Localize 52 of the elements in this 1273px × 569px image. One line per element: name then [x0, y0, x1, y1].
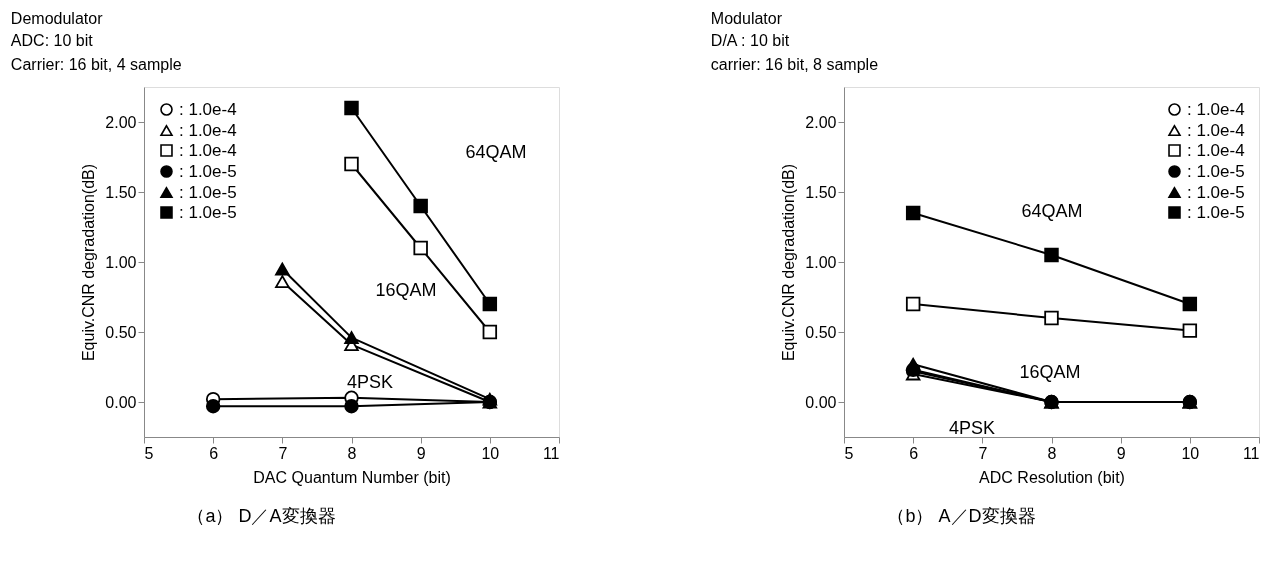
annotation: 4PSK [948, 418, 996, 438]
legend-label: : 1.0e-4 [1187, 140, 1245, 160]
x-tick-label: 9 [416, 444, 426, 462]
y-tick-label: 0.50 [805, 323, 837, 341]
x-tick-label: 11 [1242, 444, 1260, 462]
y-axis-title: Equiv.CNR degradation(dB) [80, 163, 98, 362]
y-tick-label: 2.00 [805, 113, 837, 131]
x-tick-label: 7 [978, 444, 988, 462]
legend-label: : 1.0e-4 [179, 120, 237, 140]
legend-label: : 1.0e-5 [179, 161, 237, 181]
x-tick-label: 8 [1047, 444, 1057, 462]
annotation: 4PSK [346, 372, 394, 392]
x-tick-label: 5 [144, 444, 154, 462]
legend-label: : 1.0e-5 [179, 202, 237, 222]
y-tick-label: 1.50 [805, 183, 837, 201]
chart-subtitle: D/A : 10 bit carrier: 16 bit, 8 sample [710, 32, 879, 73]
x-tick-label: 11 [542, 444, 560, 462]
legend-label: : 1.0e-4 [1187, 120, 1245, 140]
x-axis-title: ADC Resolution (bit) [979, 468, 1125, 486]
annotation: 64QAM [1021, 201, 1083, 221]
y-tick-label: 2.00 [105, 113, 137, 131]
legend-label: : 1.0e-5 [1187, 182, 1245, 202]
legend-label: : 1.0e-5 [1187, 202, 1245, 222]
y-tick-label: 1.00 [805, 253, 837, 271]
y-tick-label: 0.00 [805, 393, 837, 411]
y-tick-label: 0.00 [105, 393, 137, 411]
chart-title: Demodulator [10, 10, 104, 27]
annotation: 64QAM [465, 142, 527, 162]
legend-label: : 1.0e-5 [179, 182, 237, 202]
legend-label: : 1.0e-4 [1187, 99, 1245, 119]
annotation: 16QAM [375, 280, 437, 300]
legend-label: : 1.0e-5 [1187, 161, 1245, 181]
x-tick-label: 10 [1181, 444, 1200, 462]
chart-subtitle: ADC: 10 bit Carrier: 16 bit, 4 sample [10, 32, 182, 73]
legend-label: : 1.0e-4 [179, 99, 237, 119]
y-tick-label: 1.50 [105, 183, 137, 201]
annotation: 16QAM [1019, 362, 1081, 382]
text: （a） D／A変換器 [187, 506, 336, 526]
x-tick-label: 10 [481, 444, 500, 462]
x-tick-label: 6 [909, 444, 919, 462]
legend-label: : 1.0e-4 [179, 140, 237, 160]
chart-title: Modulator [710, 10, 783, 27]
y-tick-label: 0.50 [105, 323, 137, 341]
x-tick-label: 9 [1116, 444, 1126, 462]
x-axis-title: DAC Quantum Number (bit) [253, 468, 451, 486]
x-tick-label: 6 [209, 444, 219, 462]
x-tick-label: 7 [278, 444, 288, 462]
x-tick-label: 8 [347, 444, 357, 462]
y-tick-label: 1.00 [105, 253, 137, 271]
text: （b） A／D変換器 [887, 506, 1036, 526]
x-tick-label: 5 [844, 444, 854, 462]
y-axis-title: Equiv.CNR degradation(dB) [780, 163, 798, 362]
